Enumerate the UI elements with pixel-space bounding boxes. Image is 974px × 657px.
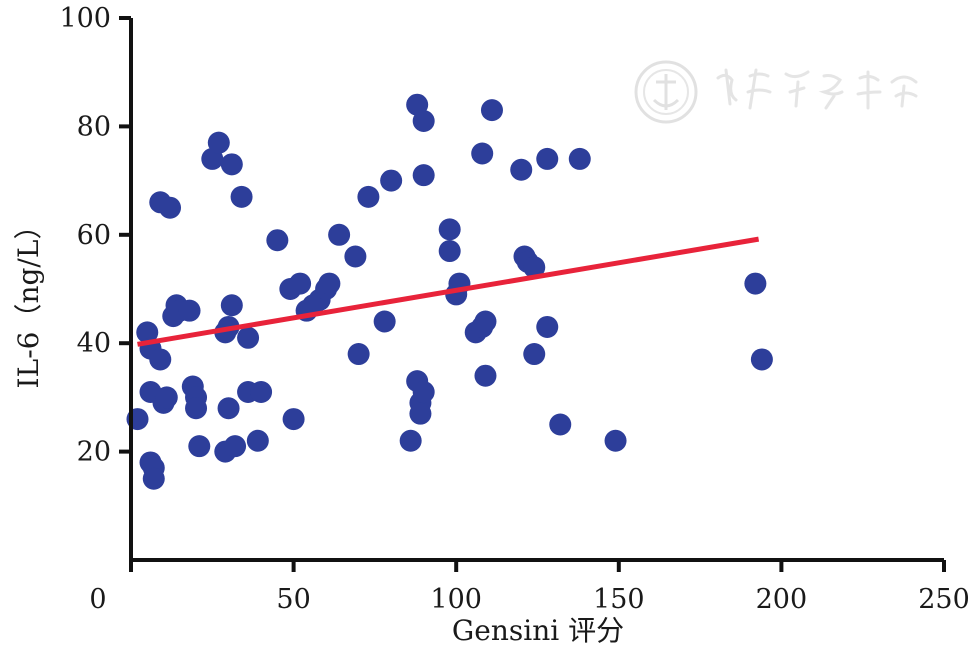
trendline-layer (137, 236, 760, 347)
data-point (412, 164, 435, 187)
data-point (409, 402, 432, 425)
data-point (438, 240, 461, 263)
x-tick-label: 200 (756, 584, 808, 615)
data-point (159, 196, 182, 219)
data-point (373, 310, 396, 333)
data-point (237, 326, 260, 349)
x-axis-ticks: 0 50 100 150 200 250 (89, 560, 970, 615)
data-point (357, 185, 380, 208)
data-point (510, 158, 533, 181)
y-tick-label: 40 (77, 328, 111, 359)
data-point (474, 364, 497, 387)
data-point (549, 413, 572, 436)
y-tick-label: 100 (59, 3, 111, 34)
data-point (266, 229, 289, 252)
data-point (207, 131, 230, 154)
data-points (126, 93, 773, 490)
data-point (412, 380, 435, 403)
data-point (347, 343, 370, 366)
data-point (220, 153, 243, 176)
watermark-logo (634, 60, 918, 124)
data-point (604, 429, 627, 452)
data-point (438, 218, 461, 241)
x-axis-title: Gensini 评分 (452, 614, 624, 647)
data-point (289, 272, 312, 295)
x-tick-label: 50 (276, 584, 310, 615)
data-point (536, 147, 559, 170)
y-axis-ticks: 20 40 60 80 100 (59, 3, 131, 468)
x-tick-label: 0 (89, 584, 106, 615)
data-point (568, 147, 591, 170)
trendline (137, 236, 760, 347)
data-point (399, 429, 422, 452)
data-point (220, 294, 243, 317)
y-tick-label: 60 (77, 220, 111, 251)
data-point (224, 435, 247, 458)
data-point (471, 142, 494, 165)
data-point (246, 429, 269, 452)
data-point (230, 185, 253, 208)
data-point (744, 272, 767, 295)
data-point (282, 408, 305, 431)
data-point (178, 299, 201, 322)
y-tick-label: 20 (77, 437, 111, 468)
x-tick-label: 250 (918, 584, 970, 615)
data-point (328, 223, 351, 246)
data-point (536, 315, 559, 338)
data-point (523, 343, 546, 366)
data-point (318, 272, 341, 295)
data-point (188, 435, 211, 458)
data-point (142, 467, 165, 490)
data-point (380, 169, 403, 192)
data-point (474, 310, 497, 333)
data-point (750, 348, 773, 371)
x-tick-label: 150 (593, 584, 645, 615)
data-point (155, 386, 178, 409)
data-point (217, 397, 240, 420)
data-point (480, 99, 503, 122)
data-point (412, 109, 435, 132)
data-point (149, 348, 172, 371)
y-axis-title: IL-6（ng/L） (12, 212, 45, 389)
y-tick-label: 80 (77, 111, 111, 142)
data-point (523, 256, 546, 279)
data-point (344, 245, 367, 268)
x-tick-label: 100 (430, 584, 482, 615)
data-point (250, 380, 273, 403)
data-point (185, 397, 208, 420)
